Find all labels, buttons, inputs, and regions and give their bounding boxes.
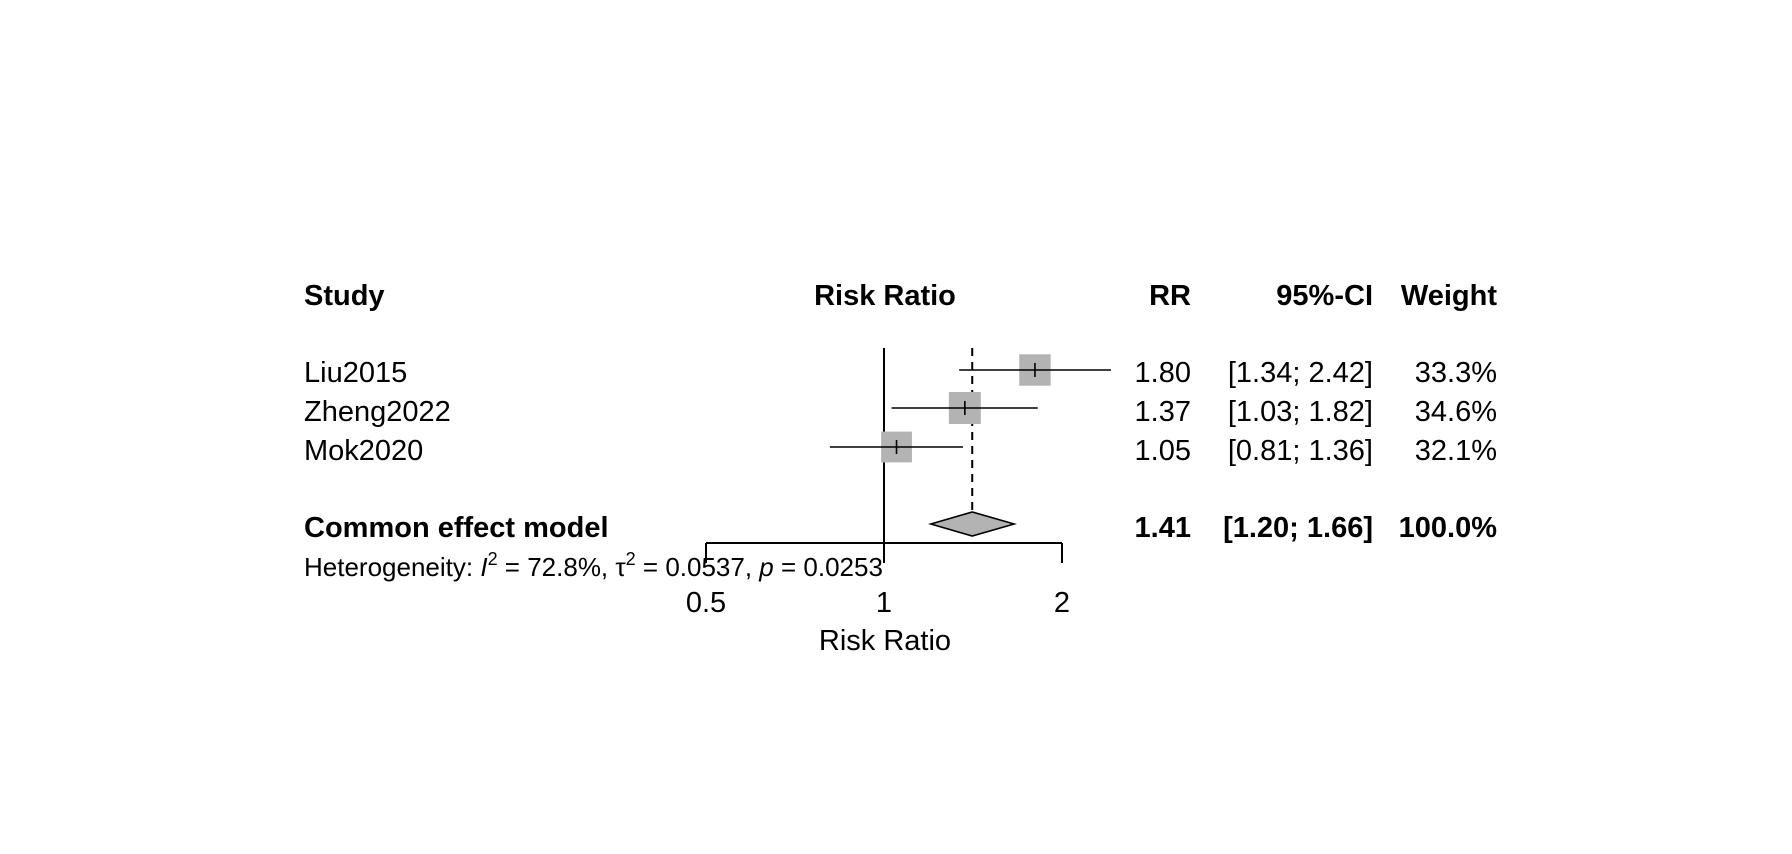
tau2-symbol: τ (615, 552, 626, 582)
study-weight: 32.1% (1415, 435, 1497, 467)
study-rr: 1.80 (1135, 357, 1191, 389)
x-axis-tick-label: 0.5 (686, 587, 726, 619)
heterogeneity-text: Heterogeneity: I2 = 72.8%, τ2 = 0.0537, … (304, 549, 883, 582)
study-ci: [0.81; 1.36] (1228, 435, 1373, 467)
i2-value: = 72.8%, (498, 552, 616, 582)
x-axis-label: Risk Ratio (819, 625, 951, 657)
header-weight: Weight (1401, 280, 1497, 312)
study-name: Mok2020 (304, 435, 423, 467)
study-ci: [1.34; 2.42] (1228, 357, 1373, 389)
pooled-ci: [1.20; 1.66] (1223, 512, 1373, 544)
study-weight: 33.3% (1415, 357, 1497, 389)
study-rr: 1.05 (1135, 435, 1191, 467)
study-rr: 1.37 (1135, 396, 1191, 428)
i2-superscript: 2 (488, 549, 498, 569)
header-ci: 95%-CI (1276, 280, 1373, 312)
study-name: Liu2015 (304, 357, 407, 389)
tau2-superscript: 2 (626, 549, 636, 569)
pooled-rr: 1.41 (1135, 512, 1191, 544)
study-weight: 34.6% (1415, 396, 1497, 428)
study-name: Zheng2022 (304, 396, 451, 428)
study-ci: [1.03; 1.82] (1228, 396, 1373, 428)
heterogeneity-prefix: Heterogeneity: (304, 552, 480, 582)
header-rr: RR (1149, 280, 1191, 312)
plot-marks: 0.5 1 2 (686, 348, 1111, 619)
pooled-diamond (927, 511, 1018, 537)
x-axis-tick-label: 2 (1054, 587, 1070, 619)
pooled-weight: 100.0% (1399, 512, 1498, 544)
i2-symbol: I (480, 552, 487, 582)
x-axis-tick-label: 1 (876, 587, 892, 619)
header-study: Study (304, 280, 385, 312)
header-risk-ratio: Risk Ratio (814, 280, 956, 312)
pooled-label: Common effect model (304, 512, 609, 544)
p-symbol: p (758, 552, 773, 582)
tau2-value: = 0.0537, (636, 552, 760, 582)
p-value: = 0.0253 (774, 552, 883, 582)
